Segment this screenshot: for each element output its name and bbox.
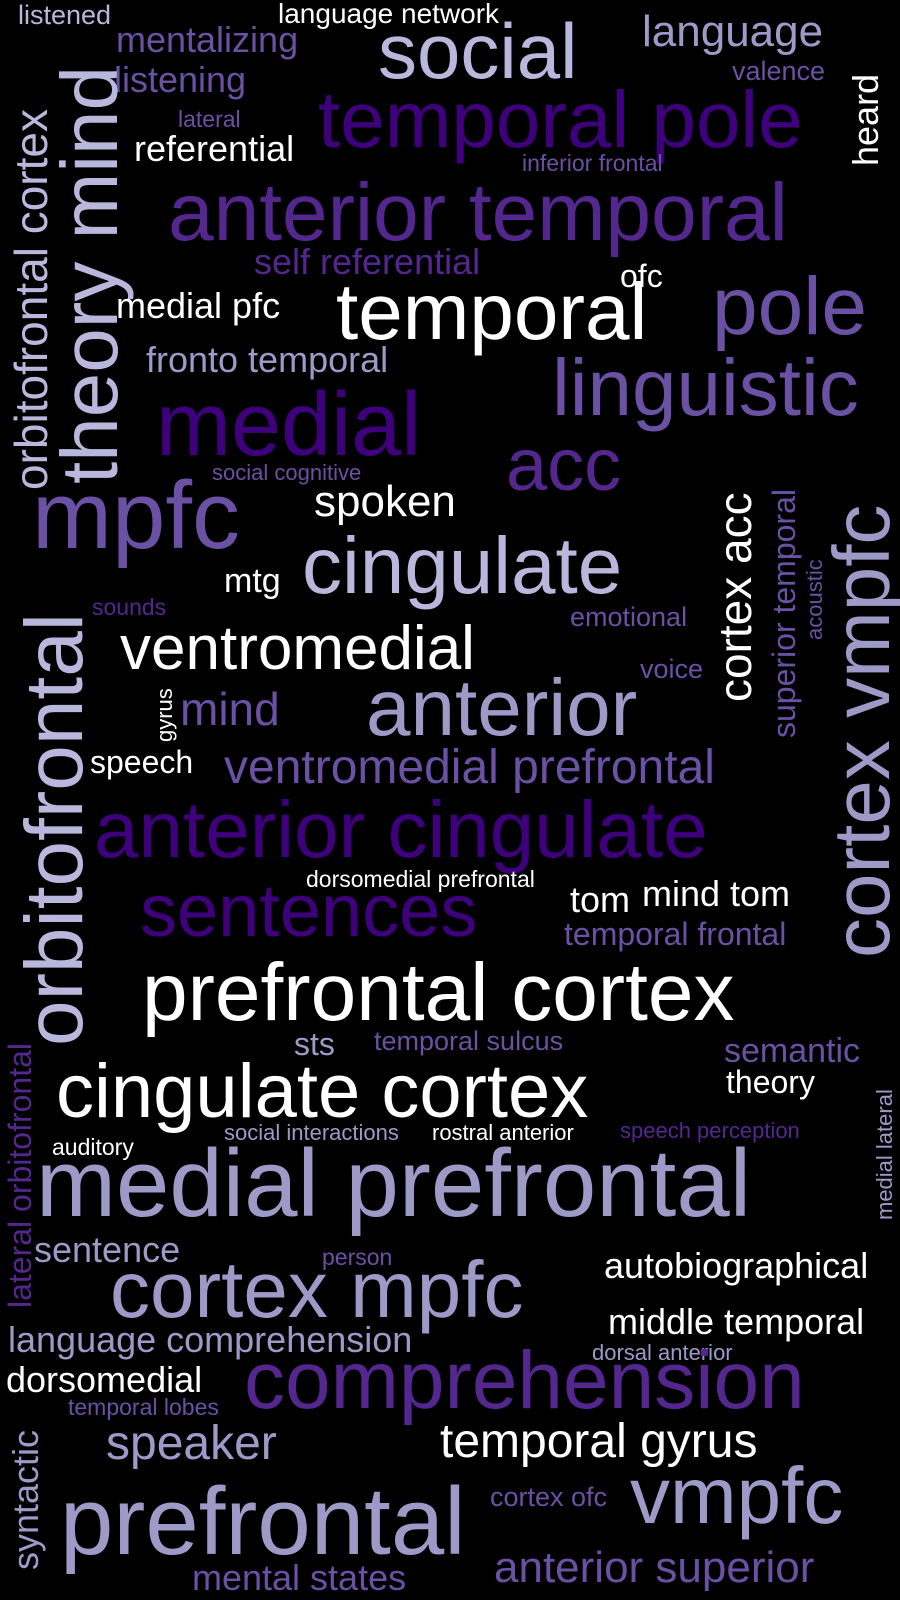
word-linguistic: linguistic bbox=[552, 343, 859, 432]
word-auditory: auditory bbox=[52, 1134, 134, 1160]
word-dorsomedial-prefrontal: dorsomedial prefrontal bbox=[306, 866, 535, 892]
word-tom: tom bbox=[570, 879, 631, 920]
word-heard: heard bbox=[845, 73, 886, 166]
word-orbitofrontal: orbitofrontal bbox=[9, 612, 100, 1046]
word-anterior-superior: anterior superior bbox=[494, 1543, 815, 1592]
word-dorsal-anterior: dorsal anterior bbox=[592, 1340, 733, 1365]
word-superior-temporal: superior temporal bbox=[766, 489, 802, 738]
word-mind-tom: mind tom bbox=[642, 873, 791, 914]
word-rostral-anterior: rostral anterior bbox=[432, 1120, 574, 1145]
word-semantic: semantic bbox=[724, 1032, 861, 1070]
word-self-referential: self referential bbox=[254, 241, 481, 282]
word-temporal-pole: temporal pole bbox=[318, 75, 803, 164]
word-cortex-mpfc: cortex mpfc bbox=[110, 1245, 524, 1334]
word-temporal: temporal bbox=[336, 267, 648, 356]
word-social: social bbox=[378, 7, 578, 95]
word-prefrontal-cortex: prefrontal cortex bbox=[142, 947, 735, 1038]
word-syntactic: syntactic bbox=[5, 1429, 46, 1570]
word-acc: acc bbox=[506, 423, 622, 506]
word-ventromedial: ventromedial bbox=[120, 614, 475, 683]
word-autobiographical: autobiographical bbox=[604, 1245, 869, 1286]
word-vmpfc: vmpfc bbox=[630, 1451, 844, 1540]
word-sounds: sounds bbox=[92, 594, 167, 620]
word-mental-states: mental states bbox=[192, 1557, 407, 1598]
word-temporal-lobes: temporal lobes bbox=[68, 1394, 219, 1420]
word-social-cognitive: social cognitive bbox=[212, 460, 362, 485]
word-valence: valence bbox=[732, 56, 826, 86]
word-temporal-gyrus: temporal gyrus bbox=[440, 1415, 758, 1468]
word-anterior-cingulate: anterior cingulate bbox=[94, 785, 708, 874]
word-theory: theory bbox=[726, 1064, 815, 1100]
word-sentences: sentences bbox=[140, 869, 478, 952]
word-emotional: emotional bbox=[570, 602, 688, 632]
word-temporal-frontal: temporal frontal bbox=[564, 916, 787, 952]
word-prefrontal: prefrontal bbox=[60, 1468, 466, 1575]
word-dorsomedial: dorsomedial bbox=[6, 1359, 203, 1400]
word-ventromedial-prefrontal: ventromedial prefrontal bbox=[224, 741, 715, 794]
word-fronto-temporal: fronto temporal bbox=[146, 339, 389, 380]
word-anterior-temporal: anterior temporal bbox=[168, 167, 788, 258]
word-mtg: mtg bbox=[224, 562, 281, 600]
word-mind: mind bbox=[180, 683, 280, 735]
word-middle-temporal: middle temporal bbox=[608, 1301, 865, 1342]
word-gyrus: gyrus bbox=[152, 688, 177, 742]
word-sentence: sentence bbox=[34, 1229, 181, 1270]
word-listened: listened bbox=[18, 0, 112, 30]
word-voice: voice bbox=[640, 654, 704, 684]
word-listening: listening bbox=[114, 59, 247, 100]
word-medial-prefrontal: medial prefrontal bbox=[36, 1130, 752, 1237]
word-language-network: language network bbox=[278, 0, 500, 29]
word-medial: medial bbox=[156, 375, 422, 475]
word-social-interactions: social interactions bbox=[224, 1120, 399, 1145]
word-cortex-ofc: cortex ofc bbox=[490, 1482, 608, 1512]
word-language: language bbox=[642, 7, 824, 56]
word-speaker: speaker bbox=[106, 1417, 277, 1470]
word-mpfc: mpfc bbox=[32, 462, 241, 569]
word-lateral: lateral bbox=[178, 106, 241, 132]
word-anterior: anterior bbox=[366, 663, 638, 752]
word-cingulate: cingulate bbox=[302, 521, 623, 610]
word-speech-perception: speech perception bbox=[620, 1118, 800, 1143]
word-pole: pole bbox=[712, 261, 868, 352]
word-referential: referential bbox=[134, 128, 295, 169]
word-temporal-sulcus: temporal sulcus bbox=[374, 1026, 564, 1056]
word-lateral-orbitofrontal: lateral orbitofrontal bbox=[2, 1042, 38, 1308]
word-cortex-acc: cortex acc bbox=[709, 492, 761, 702]
word-speech: speech bbox=[90, 744, 194, 780]
word-theory-mind: theory mind bbox=[45, 66, 134, 484]
word-language-comprehension: language comprehension bbox=[8, 1319, 413, 1360]
word-spoken: spoken bbox=[314, 477, 456, 526]
word-person: person bbox=[322, 1244, 393, 1270]
word-sts: sts bbox=[294, 1026, 335, 1062]
word-comprehension: comprehension bbox=[244, 1335, 805, 1426]
word-ofc: ofc bbox=[620, 258, 663, 294]
word-medial-lateral: medial lateral bbox=[872, 1089, 897, 1220]
word-cingulate-cortex: cingulate cortex bbox=[56, 1049, 589, 1134]
word-cortex-vmpfc: cortex vmpfc bbox=[817, 504, 900, 958]
word-mentalizing: mentalizing bbox=[116, 19, 299, 60]
word-inferior-frontal: inferior frontal bbox=[522, 150, 663, 176]
word-medial-pfc: medial pfc bbox=[116, 285, 281, 326]
